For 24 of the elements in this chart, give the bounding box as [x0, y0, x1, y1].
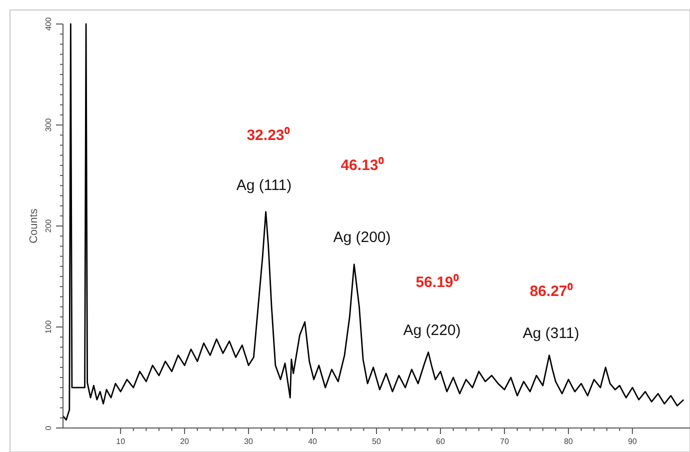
y-tick-label: 0: [44, 425, 53, 430]
x-tick-label: 10: [116, 437, 126, 446]
x-tick-label: 90: [628, 437, 638, 446]
x-tick-label: 50: [372, 437, 382, 446]
y-tick-label: 400: [44, 16, 53, 31]
x-tick-label: 80: [564, 437, 574, 446]
x-tick-label: 60: [436, 437, 446, 446]
annotation: Ag (220): [403, 322, 461, 339]
y-tick-label: 300: [44, 118, 53, 132]
x-tick-label: 40: [308, 437, 318, 446]
y-tick-label: 100: [44, 320, 53, 334]
annotation: 86.27⁰: [530, 282, 574, 300]
x-tick-label: 70: [500, 437, 510, 446]
y-tick-label: 200: [44, 218, 53, 233]
y-axis-title: Counts: [28, 208, 40, 244]
annotation: 32.23⁰: [246, 126, 290, 144]
line-series: [62, 23, 684, 421]
annotation: 56.19⁰: [416, 273, 460, 291]
annotation: Ag (200): [333, 229, 391, 246]
annotation: Ag (111): [236, 177, 292, 194]
annotation: 46.13⁰: [340, 156, 384, 174]
annotation: Ag (311): [522, 325, 580, 342]
x-tick-label: 30: [244, 437, 254, 446]
x-tick-label: 20: [180, 437, 190, 446]
